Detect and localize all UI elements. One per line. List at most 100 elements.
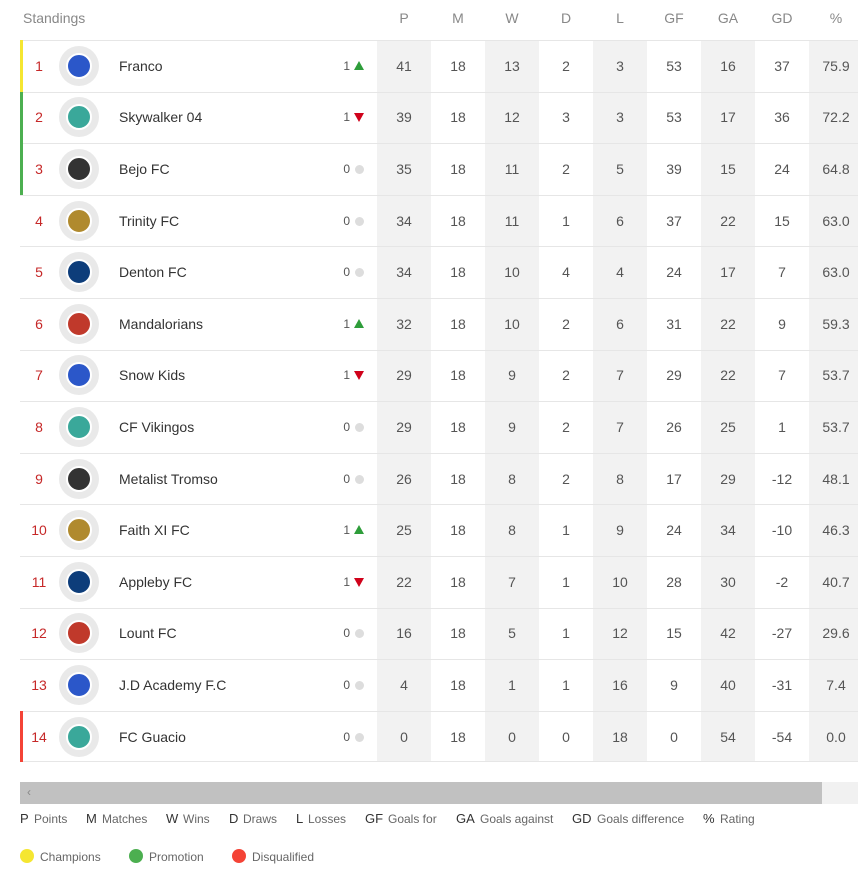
row <box>20 607 858 660</box>
stat-cell: 64.8 <box>822 161 850 177</box>
team-logo-inner <box>66 156 92 182</box>
stat-cell: 36 <box>774 109 790 126</box>
stat-cell: 15 <box>720 161 736 177</box>
trend-down <box>354 113 364 123</box>
abbr-key: GA <box>456 811 475 826</box>
stat-cell: 2 <box>562 470 570 487</box>
rank: 1 <box>35 57 43 74</box>
stat-cell: 10 <box>504 264 520 281</box>
stat-cell: 32 <box>396 315 412 332</box>
stat-cell: 48.1 <box>822 470 850 487</box>
abbr-key: W <box>166 811 179 826</box>
trend-none <box>355 423 364 432</box>
stat-cell: 18 <box>450 264 466 281</box>
movement: 0 <box>343 162 350 176</box>
stat-cell: 9 <box>616 522 624 539</box>
row <box>20 349 858 402</box>
stat-cell: 25 <box>720 419 736 435</box>
stat-cell: 18 <box>450 677 466 693</box>
stat-cell: 41 <box>396 57 412 74</box>
stat-cell: 17 <box>720 109 736 126</box>
stat-cell: 46.3 <box>822 522 850 539</box>
rank: 13 <box>31 677 47 693</box>
stat-cell: 17 <box>720 264 736 281</box>
team-name: Denton FC <box>119 264 187 281</box>
team-logo-inner <box>66 620 92 647</box>
trend-none <box>355 629 364 639</box>
trend-none <box>355 165 364 174</box>
row <box>20 710 858 763</box>
stat-cell: 17 <box>666 470 682 487</box>
trend-up <box>354 525 364 535</box>
stat-cell: 29 <box>666 367 682 384</box>
stat-cell: 34 <box>720 522 736 539</box>
row <box>20 246 858 298</box>
stat-cell: 29.6 <box>822 625 850 642</box>
stat-cell: 1 <box>562 677 570 693</box>
abbr-key: D <box>229 811 239 826</box>
row <box>20 143 858 195</box>
stat-cell: 54 <box>720 728 736 745</box>
stat-cell: 4 <box>400 677 408 693</box>
column-header: % <box>829 10 843 26</box>
stat-cell: 22 <box>720 315 736 332</box>
stat-cell: 40 <box>720 677 736 693</box>
rank: 9 <box>35 470 43 487</box>
stat-cell: 24 <box>774 161 790 177</box>
stat-cell: 53.7 <box>822 419 850 435</box>
stat-cell: 75.9 <box>822 57 850 74</box>
stat-cell: 42 <box>720 625 736 642</box>
abbr-key: M <box>86 811 97 826</box>
stat-cell: 18 <box>450 728 466 745</box>
stat-cell: 18 <box>450 212 466 229</box>
column-header: L <box>616 10 624 26</box>
abbr-key: P <box>20 811 29 826</box>
team-logo-inner <box>66 362 92 389</box>
team-logo-inner <box>66 723 92 750</box>
stat-cell: 7 <box>778 264 786 281</box>
stat-cell: 0.0 <box>826 728 846 745</box>
team-name: J.D Academy F.C <box>119 677 227 693</box>
row <box>20 91 858 144</box>
stat-cell: 0 <box>400 728 408 745</box>
movement: 1 <box>343 316 350 331</box>
rank: 3 <box>35 161 43 177</box>
stat-cell: 18 <box>450 315 466 332</box>
legend-label: Promotion <box>149 850 204 864</box>
movement: 0 <box>343 729 350 744</box>
stat-cell: 34 <box>396 212 412 229</box>
legend-dot <box>20 849 34 863</box>
stat-cell: 63.0 <box>822 264 850 281</box>
stat-cell: 2 <box>562 419 570 435</box>
rank: 4 <box>35 212 43 229</box>
team-logo-inner <box>66 517 92 544</box>
column-header: M <box>452 10 464 26</box>
stat-cell: 5 <box>616 161 624 177</box>
stat-cell: 26 <box>396 470 412 487</box>
team-logo-inner <box>66 568 92 595</box>
column-header: P <box>399 10 409 26</box>
stat-cell: 18 <box>450 573 466 590</box>
stat-cell: 29 <box>396 419 412 435</box>
stat-cell: 59.3 <box>822 315 850 332</box>
stat-cell: 7 <box>508 573 516 590</box>
row <box>20 452 858 505</box>
trend-none <box>355 732 364 742</box>
stat-cell: 72.2 <box>822 109 850 126</box>
stat-cell: 26 <box>666 419 682 435</box>
stat-cell: 8 <box>508 522 516 539</box>
row <box>20 401 858 453</box>
stat-cell: 4 <box>562 264 570 281</box>
abbr-text: Losses <box>308 812 347 826</box>
stat-cell: 18 <box>450 57 466 74</box>
legend-dot <box>232 849 246 863</box>
movement: 0 <box>343 213 350 228</box>
stat-cell: 12 <box>504 109 520 126</box>
stat-cell: 22 <box>720 212 736 229</box>
stat-cell: 18 <box>612 728 628 745</box>
scroll-left[interactable]: ‹ <box>27 785 31 799</box>
stat-cell: 18 <box>450 367 466 384</box>
scrollbar-thumb[interactable] <box>20 782 822 804</box>
stat-cell: 0 <box>562 728 570 745</box>
